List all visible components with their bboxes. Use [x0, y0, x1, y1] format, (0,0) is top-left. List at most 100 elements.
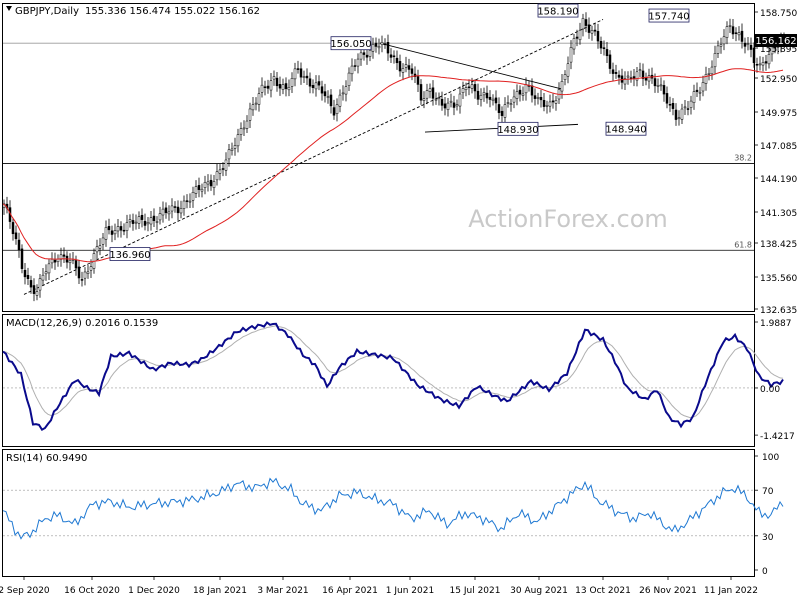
candle-up — [251, 104, 255, 111]
candle-up — [512, 96, 516, 103]
candle-up — [215, 171, 219, 181]
candle-down — [185, 200, 189, 202]
candle-down — [122, 229, 126, 232]
candle-up — [287, 87, 291, 91]
candle-down — [320, 86, 324, 94]
candle-down — [416, 76, 420, 85]
candle-up — [554, 100, 558, 104]
candle-down — [500, 110, 504, 116]
callout-box — [537, 3, 579, 18]
candle-down — [308, 78, 312, 87]
candle-down — [611, 69, 615, 74]
candle-up — [203, 182, 207, 188]
candle-up — [767, 54, 771, 65]
candle-down — [353, 65, 357, 67]
candle-up — [521, 93, 525, 96]
candle-down — [749, 44, 753, 50]
candle-up — [404, 64, 408, 68]
rsi-label: RSI(14) 60.9490 — [6, 453, 87, 464]
price-panel-frame — [2, 3, 755, 312]
candle-down — [602, 47, 606, 49]
candle-down — [410, 68, 414, 74]
candle-down — [773, 46, 777, 49]
candle-down — [221, 168, 225, 170]
time-tick-label: 26 Nov 2021 — [639, 586, 697, 596]
candle-up — [563, 74, 567, 80]
candle-up — [548, 101, 552, 107]
candle-down — [668, 104, 672, 106]
candle-up — [515, 91, 519, 99]
candle-up — [260, 84, 264, 93]
candle-up — [218, 169, 222, 174]
candle-up — [95, 246, 99, 253]
candle-down — [152, 215, 156, 221]
candle-down — [17, 239, 21, 251]
candle-up — [98, 245, 102, 249]
candle-up — [680, 108, 684, 120]
candle-up — [47, 263, 51, 274]
candle-up — [293, 68, 297, 80]
candle-up — [758, 63, 762, 66]
candle-down — [497, 104, 501, 113]
candle-up — [125, 222, 129, 231]
time-tick-label: 3 Mar 2021 — [257, 586, 308, 596]
candle-down — [539, 97, 543, 101]
candle-up — [314, 82, 318, 90]
rsi-line — [2, 477, 784, 540]
candle-up — [149, 217, 153, 225]
candle-up — [236, 134, 240, 147]
candle-up — [161, 208, 165, 216]
candle-down — [329, 94, 333, 107]
candle-up — [212, 181, 216, 188]
candle-down — [488, 96, 492, 100]
candle-up — [158, 213, 162, 221]
candle-up — [38, 278, 42, 291]
macd-axis: 1.9887 0.00 -1.4217 — [754, 319, 795, 442]
candle-up — [692, 91, 696, 103]
candle-down — [374, 42, 378, 47]
candle-up — [377, 46, 381, 49]
candle-up — [380, 41, 384, 46]
candle-down — [275, 77, 279, 87]
candle-up — [746, 43, 750, 45]
candle-up — [269, 80, 273, 91]
candle-up — [569, 47, 573, 63]
candle-up — [683, 106, 687, 109]
candle-up — [206, 181, 210, 185]
candle-down — [389, 54, 393, 58]
candle-down — [440, 98, 444, 106]
candle-up — [341, 92, 345, 95]
rsi-tick-label: 70 — [762, 487, 774, 497]
candle-down — [686, 108, 690, 110]
rsi-axis: 100 70 30 0 — [754, 453, 779, 577]
candle-up — [458, 93, 462, 107]
candle-up — [188, 200, 192, 203]
candle-up — [572, 38, 576, 50]
candle-down — [752, 47, 756, 64]
candle-down — [596, 31, 600, 42]
candle-down — [77, 266, 81, 279]
candle-up — [677, 117, 681, 120]
candle-up — [722, 36, 726, 45]
candle-up — [59, 254, 63, 260]
candle-up — [371, 44, 375, 52]
fib-label-38.2: 38.2 — [734, 154, 752, 163]
candle-up — [194, 186, 198, 194]
candle-up — [104, 227, 108, 240]
time-tick-label: 16 Oct 2020 — [64, 586, 120, 596]
price-callouts: 158.190 157.740 156.050 148.930 148.940 136.9… — [109, 3, 690, 261]
candle-up — [101, 237, 105, 245]
candle-down — [131, 220, 135, 224]
candle-up — [626, 75, 630, 78]
candle-up — [281, 84, 285, 90]
candle-down — [665, 93, 669, 104]
collapse-triangle-icon[interactable] — [6, 6, 12, 11]
candle-up — [470, 84, 474, 89]
candle-up — [689, 100, 693, 108]
current-price-marker: 156.162 — [755, 34, 797, 47]
candle-down — [26, 275, 30, 279]
price-tick-label: 147.085 — [760, 142, 797, 152]
candle-down — [296, 68, 300, 70]
callout-box — [109, 247, 151, 261]
candle-up — [170, 205, 174, 212]
